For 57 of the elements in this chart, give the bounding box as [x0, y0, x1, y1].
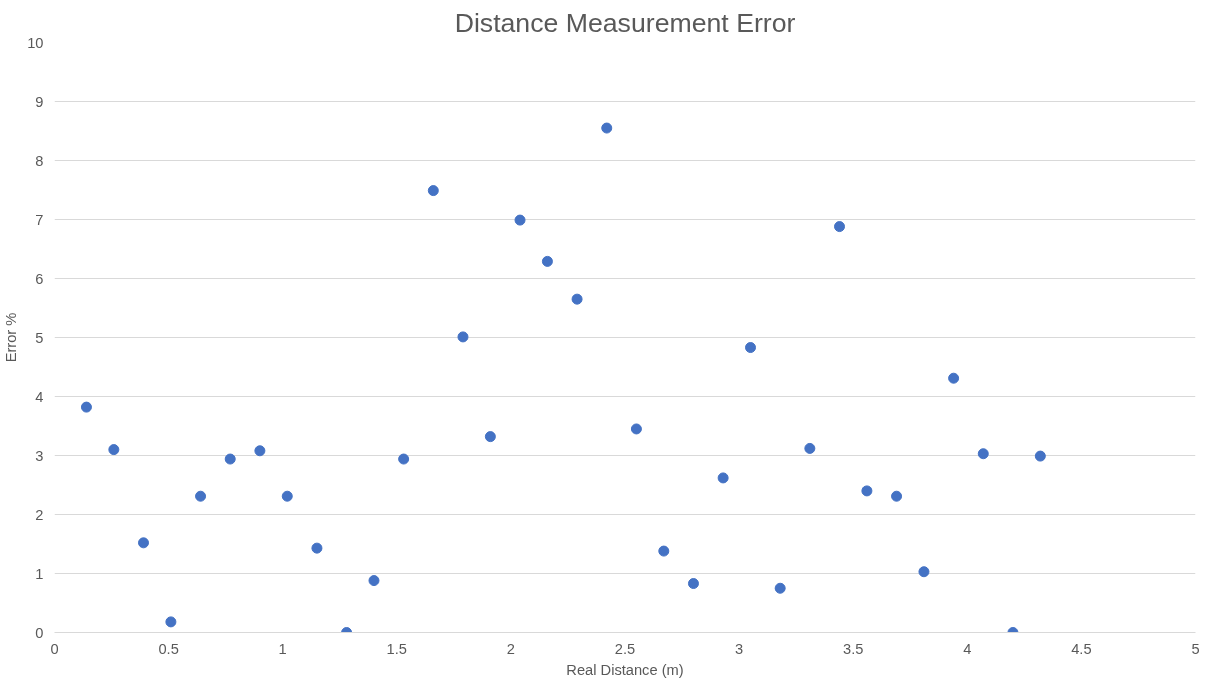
y-tick-label: 0 [35, 624, 44, 641]
y-tick-label: 9 [35, 93, 44, 110]
point [1034, 450, 1046, 462]
y-tick-label: 3 [35, 447, 44, 464]
point [224, 453, 236, 465]
point [571, 293, 583, 305]
point [658, 545, 670, 557]
point [918, 566, 930, 578]
point [108, 444, 120, 456]
x-tick-label: 1.5 [386, 640, 407, 657]
x-axis-title: Real Distance (m) [566, 661, 684, 678]
point [687, 578, 699, 590]
point [254, 445, 266, 457]
point [977, 448, 989, 460]
point [948, 372, 960, 384]
y-axis-title: Error % [3, 312, 20, 363]
y-tick-label: 7 [35, 211, 44, 228]
point [138, 537, 149, 549]
x-tick-label: 3 [735, 640, 744, 657]
point [281, 490, 293, 502]
y-tick-label: 10 [27, 34, 44, 51]
point [601, 122, 613, 134]
y-tick-label: 6 [35, 270, 44, 287]
x-tick-label: 5 [1191, 640, 1200, 657]
point [514, 214, 526, 226]
point [398, 453, 410, 465]
x-tick-label: 1 [278, 640, 287, 657]
point [804, 442, 816, 454]
point [80, 401, 92, 413]
x-tick-label: 4.5 [1071, 640, 1092, 657]
x-tick-label: 0.5 [158, 640, 179, 657]
x-tick-label: 2.5 [614, 640, 636, 657]
point [541, 255, 553, 267]
point [630, 423, 642, 435]
x-tick-label: 2 [506, 640, 515, 657]
point [368, 575, 380, 587]
x-tick-label: 0 [50, 640, 59, 657]
y-tick-label: 2 [35, 506, 44, 523]
point [745, 342, 757, 354]
y-tick-label: 5 [35, 329, 44, 346]
point [861, 485, 873, 497]
x-tick-label: 3.5 [843, 640, 864, 657]
chart-title: Distance Measurement Error [454, 7, 796, 38]
point [834, 221, 846, 233]
point [484, 431, 496, 443]
point [774, 582, 786, 594]
point [891, 490, 903, 502]
point [311, 542, 323, 554]
point [165, 616, 177, 628]
y-tick-label: 1 [35, 565, 44, 582]
point [717, 472, 729, 484]
point [457, 331, 469, 343]
x-tick-label: 4 [963, 640, 972, 657]
y-tick-label: 8 [35, 152, 44, 169]
y-tick-label: 4 [35, 388, 44, 405]
point [427, 185, 439, 197]
point [195, 490, 207, 502]
